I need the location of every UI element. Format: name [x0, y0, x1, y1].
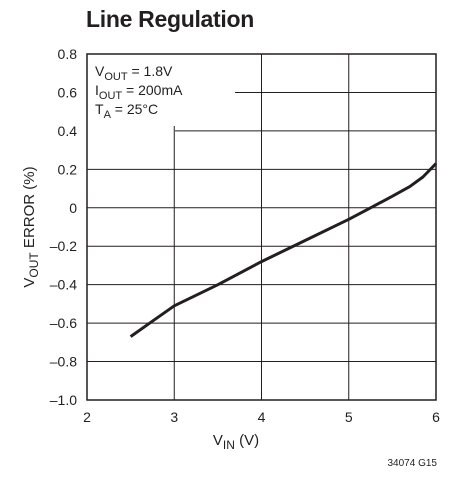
figure-code: 34074 G15: [387, 458, 438, 469]
x-axis-label: VIN (V): [213, 432, 259, 452]
y-tick-label: –0.2: [50, 238, 77, 254]
y-tick-label: 0.6: [58, 84, 78, 100]
y-tick-label: –0.4: [50, 277, 77, 293]
condition-annotation: IOUT = 200mA: [95, 82, 183, 102]
x-tick-label: 4: [258, 409, 266, 425]
condition-annotation: TA = 25°C: [95, 101, 158, 121]
y-tick-label: 0.8: [58, 46, 78, 62]
plot-frame: [86, 53, 437, 401]
y-tick-label: –1.0: [50, 392, 77, 408]
series-line: [129, 162, 438, 338]
annotation-backdrop: [89, 56, 267, 126]
chart-title: Line Regulation: [86, 6, 255, 32]
y-tick-label: 0: [69, 200, 77, 216]
y-tick-label: –0.8: [50, 354, 77, 370]
y-tick-label: 0.4: [58, 123, 78, 139]
x-tick-label: 3: [170, 409, 178, 425]
y-tick-label: –0.6: [50, 315, 77, 331]
condition-annotation: VOUT = 1.8V: [95, 63, 173, 83]
x-tick-label: 6: [432, 409, 440, 425]
y-axis-label: VOUT ERROR (%): [21, 166, 41, 287]
x-tick-label: 2: [83, 409, 91, 425]
x-tick-label: 5: [345, 409, 353, 425]
y-tick-label: 0.2: [58, 161, 78, 177]
